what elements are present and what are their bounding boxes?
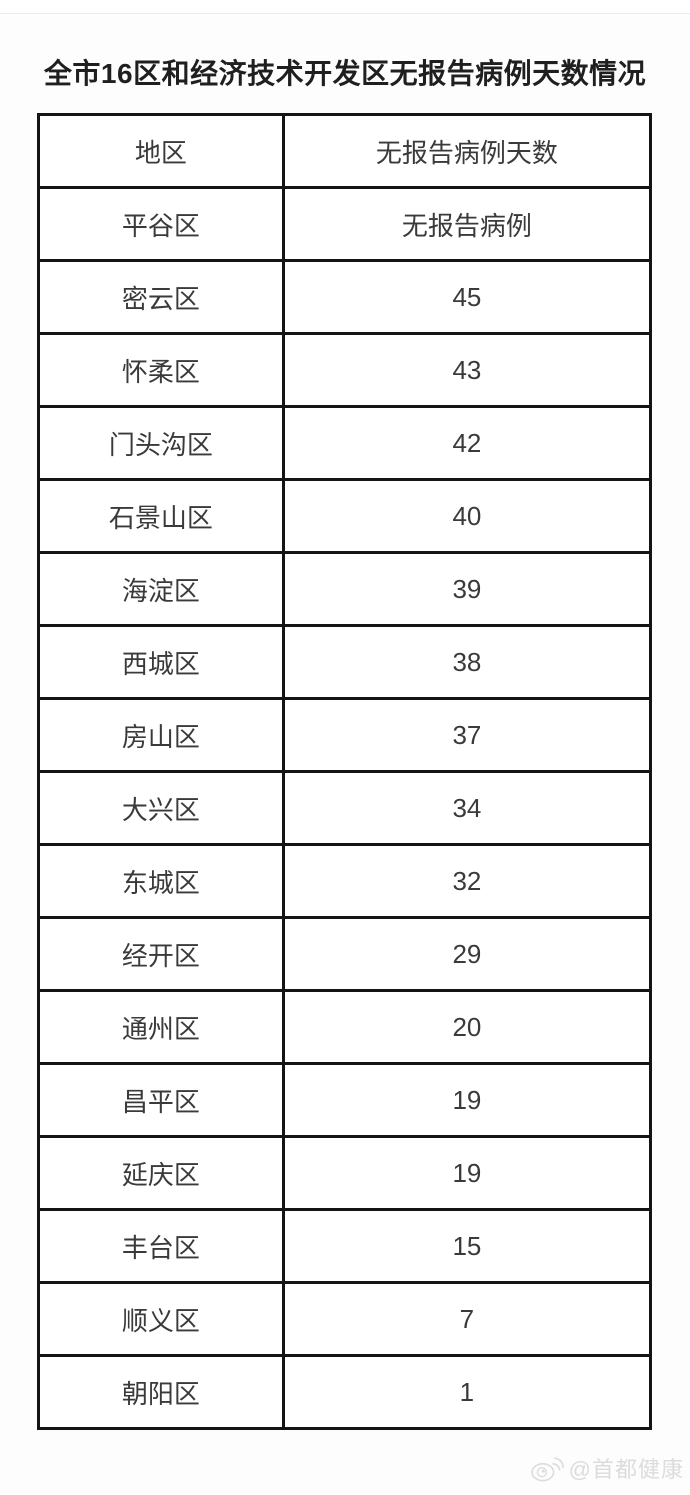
days-cell: 45 (281, 259, 653, 335)
region-cell: 石景山区 (37, 478, 285, 554)
table-row: 东城区 32 (37, 843, 653, 919)
days-cell: 无报告病例 (281, 186, 653, 262)
table-row: 经开区 29 (37, 916, 653, 992)
region-cell: 平谷区 (37, 186, 285, 262)
table-row: 平谷区 无报告病例 (37, 186, 653, 262)
days-cell: 19 (281, 1135, 653, 1211)
days-cell: 29 (281, 916, 653, 992)
page-title: 全市16区和经济技术开发区无报告病例天数情况 (43, 58, 647, 89)
table-row: 通州区 20 (37, 989, 653, 1065)
days-cell: 7 (281, 1281, 653, 1357)
watermark-text: @首都健康 (568, 1457, 684, 1482)
table-row: 顺义区 7 (37, 1281, 653, 1357)
column-header-days: 无报告病例天数 (281, 113, 653, 189)
table-row: 延庆区 19 (37, 1135, 653, 1211)
region-cell: 朝阳区 (37, 1354, 285, 1430)
days-cell: 19 (281, 1062, 653, 1138)
days-cell: 32 (281, 843, 653, 919)
region-cell: 顺义区 (37, 1281, 285, 1357)
days-cell: 40 (281, 478, 653, 554)
region-cell: 门头沟区 (37, 405, 285, 481)
region-cell: 大兴区 (37, 770, 285, 846)
table-header-row: 地区 无报告病例天数 (37, 113, 653, 189)
table-row: 大兴区 34 (37, 770, 653, 846)
days-cell: 43 (281, 332, 653, 408)
days-cell: 42 (281, 405, 653, 481)
weibo-icon (530, 1454, 564, 1482)
region-cell: 经开区 (37, 916, 285, 992)
table-row: 朝阳区 1 (37, 1354, 653, 1430)
days-cell: 39 (281, 551, 653, 627)
days-cell: 1 (281, 1354, 653, 1430)
table-row: 西城区 38 (37, 624, 653, 700)
region-cell: 房山区 (37, 697, 285, 773)
days-cell: 34 (281, 770, 653, 846)
region-cell: 通州区 (37, 989, 285, 1065)
region-cell: 丰台区 (37, 1208, 285, 1284)
days-cell: 15 (281, 1208, 653, 1284)
top-divider (0, 13, 690, 14)
table-row: 昌平区 19 (37, 1062, 653, 1138)
table-row: 丰台区 15 (37, 1208, 653, 1284)
table-row: 怀柔区 43 (37, 332, 653, 408)
region-cell: 西城区 (37, 624, 285, 700)
region-cell: 怀柔区 (37, 332, 285, 408)
column-header-region: 地区 (37, 113, 285, 189)
region-cell: 昌平区 (37, 1062, 285, 1138)
top-strip (0, 0, 690, 13)
table-body: 平谷区 无报告病例 密云区 45 怀柔区 43 门头沟区 42 石景山区 40 (37, 186, 653, 1430)
table-row: 海淀区 39 (37, 551, 653, 627)
days-cell: 37 (281, 697, 653, 773)
region-cell: 密云区 (37, 259, 285, 335)
no-case-days-table: 地区 无报告病例天数 平谷区 无报告病例 密云区 45 怀柔区 43 门头沟区 … (37, 113, 653, 1430)
days-cell: 38 (281, 624, 653, 700)
table-row: 密云区 45 (37, 259, 653, 335)
region-cell: 延庆区 (37, 1135, 285, 1211)
region-cell: 海淀区 (37, 551, 285, 627)
watermark: @首都健康 (530, 1452, 684, 1484)
region-cell: 东城区 (37, 843, 285, 919)
table-row: 石景山区 40 (37, 478, 653, 554)
days-cell: 20 (281, 989, 653, 1065)
table-row: 房山区 37 (37, 697, 653, 773)
table-row: 门头沟区 42 (37, 405, 653, 481)
